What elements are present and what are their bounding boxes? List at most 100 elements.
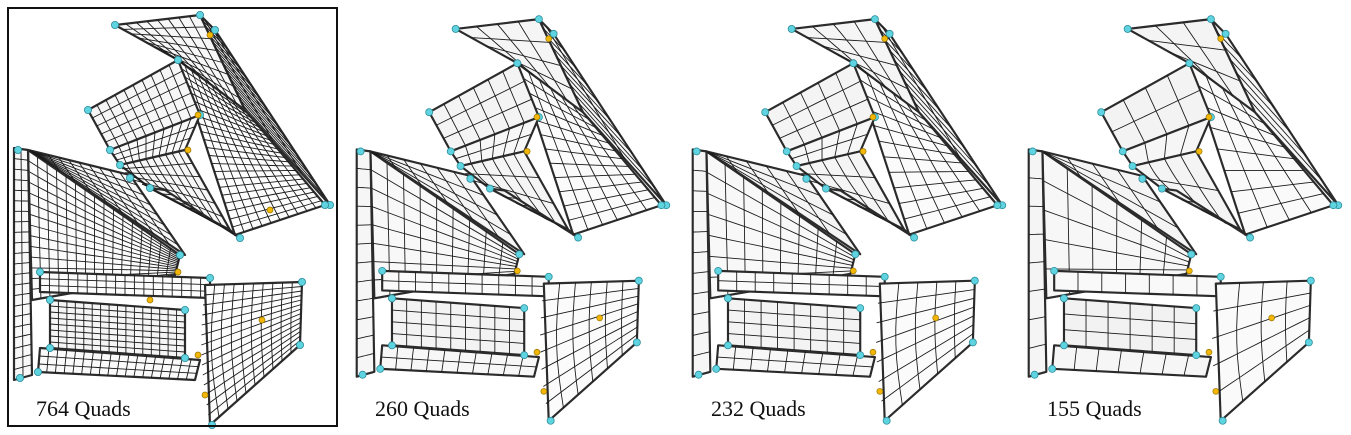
mesh-edge [204, 331, 301, 396]
mesh-edge [72, 350, 77, 374]
mesh-edge [118, 146, 127, 164]
singular-vertex [194, 351, 202, 359]
corner-vertex [724, 341, 732, 350]
mesh-edge [27, 149, 151, 206]
singular-vertex [174, 268, 182, 276]
mesh-patch-upper-back [198, 13, 332, 207]
mesh-edge [114, 94, 138, 140]
mesh-edge [1216, 329, 1310, 394]
mesh-edge [797, 215, 800, 284]
corner-vertex [235, 233, 244, 242]
mesh-edge [13, 179, 29, 182]
singular-vertex [1205, 113, 1213, 121]
mesh-edge [127, 142, 134, 163]
corner-vertex [1097, 108, 1106, 117]
corner-vertex [802, 174, 811, 183]
mesh-edge [1028, 316, 1046, 321]
mesh-edge [817, 82, 841, 131]
corner-vertex [451, 25, 460, 33]
mesh-edge [27, 149, 165, 226]
mesh-edge [203, 286, 302, 296]
mesh-edge [554, 173, 636, 178]
mesh-edge [551, 46, 588, 86]
mesh-edge [49, 323, 186, 335]
patch-surface [12, 146, 34, 382]
corner-vertex [1187, 250, 1196, 259]
mesh-edge [877, 289, 975, 304]
singular-vertex [1186, 267, 1193, 275]
corner-vertex [546, 416, 555, 425]
mesh-edge [124, 172, 201, 178]
mesh-edge [13, 251, 30, 254]
mesh-edge [807, 37, 887, 43]
mesh-edge [214, 170, 296, 172]
mesh-edge [501, 54, 573, 90]
mesh-edge [727, 309, 861, 321]
mesh-patch-left-strip [355, 148, 376, 378]
mesh-edge [201, 313, 302, 356]
mesh-edge [692, 169, 707, 172]
corner-vertex [13, 145, 22, 154]
mesh-edge [13, 313, 31, 318]
corner-vertex [466, 174, 475, 183]
corner-vertex [885, 29, 894, 38]
mesh-edge [883, 156, 962, 164]
mesh-edge [1063, 313, 1197, 325]
mesh-edge [171, 121, 183, 154]
panel-caption: 232 Quads [711, 396, 806, 421]
mesh-edge [150, 356, 157, 378]
corner-vertex [106, 145, 115, 154]
corner-vertex [574, 233, 583, 242]
corner-vertex [1123, 25, 1132, 33]
corner-vertex [295, 340, 304, 349]
mesh-edge [13, 231, 30, 233]
mesh-edge [98, 352, 103, 376]
mesh-edge [30, 235, 178, 267]
mesh-edge [559, 181, 642, 193]
corner-vertex [970, 276, 979, 285]
mesh-edge [1139, 352, 1145, 374]
mesh-edge [239, 99, 318, 186]
mesh-edge [1231, 181, 1314, 193]
mesh-edge [30, 245, 177, 269]
corner-vertex [634, 276, 643, 285]
mesh-edge [212, 41, 248, 79]
mesh-edge [692, 291, 709, 295]
mesh-edge [692, 231, 708, 233]
mesh-edge [903, 80, 966, 149]
mesh-edge [177, 358, 183, 380]
mesh-edge [568, 197, 655, 221]
mesh-edge [201, 299, 302, 326]
mesh-edge [158, 128, 165, 157]
mesh-edge [706, 150, 821, 196]
mesh-edge [49, 317, 186, 329]
mesh-edge [565, 74, 622, 137]
mesh-patch-upper-face [852, 62, 999, 236]
corner-vertex [486, 184, 494, 193]
corner-vertex [513, 59, 522, 68]
mesh-edge [868, 109, 941, 138]
mesh-edge [707, 192, 855, 261]
mesh-edge [372, 224, 517, 265]
mesh-edge [92, 70, 183, 119]
mesh-edge [540, 134, 616, 152]
mesh-edge [1203, 105, 1275, 136]
mesh-edge [1163, 134, 1168, 159]
mesh-edge [881, 26, 962, 159]
mesh-edge [914, 282, 921, 390]
mesh-edge [543, 326, 638, 387]
mesh-edge [391, 321, 525, 333]
mesh-edge [1073, 346, 1078, 370]
mesh-edge [201, 317, 302, 366]
mesh-edge [1260, 282, 1266, 382]
mesh-patch-wing-face [1041, 150, 1193, 300]
mesh-edge [81, 351, 85, 375]
quad-mesh-model [12, 10, 334, 429]
mesh-edge [49, 305, 186, 317]
mesh-edge [881, 333, 974, 402]
mesh-edge [113, 126, 196, 156]
mesh-edge [727, 333, 861, 344]
singular-vertex [533, 113, 541, 121]
corner-vertex [714, 266, 723, 275]
